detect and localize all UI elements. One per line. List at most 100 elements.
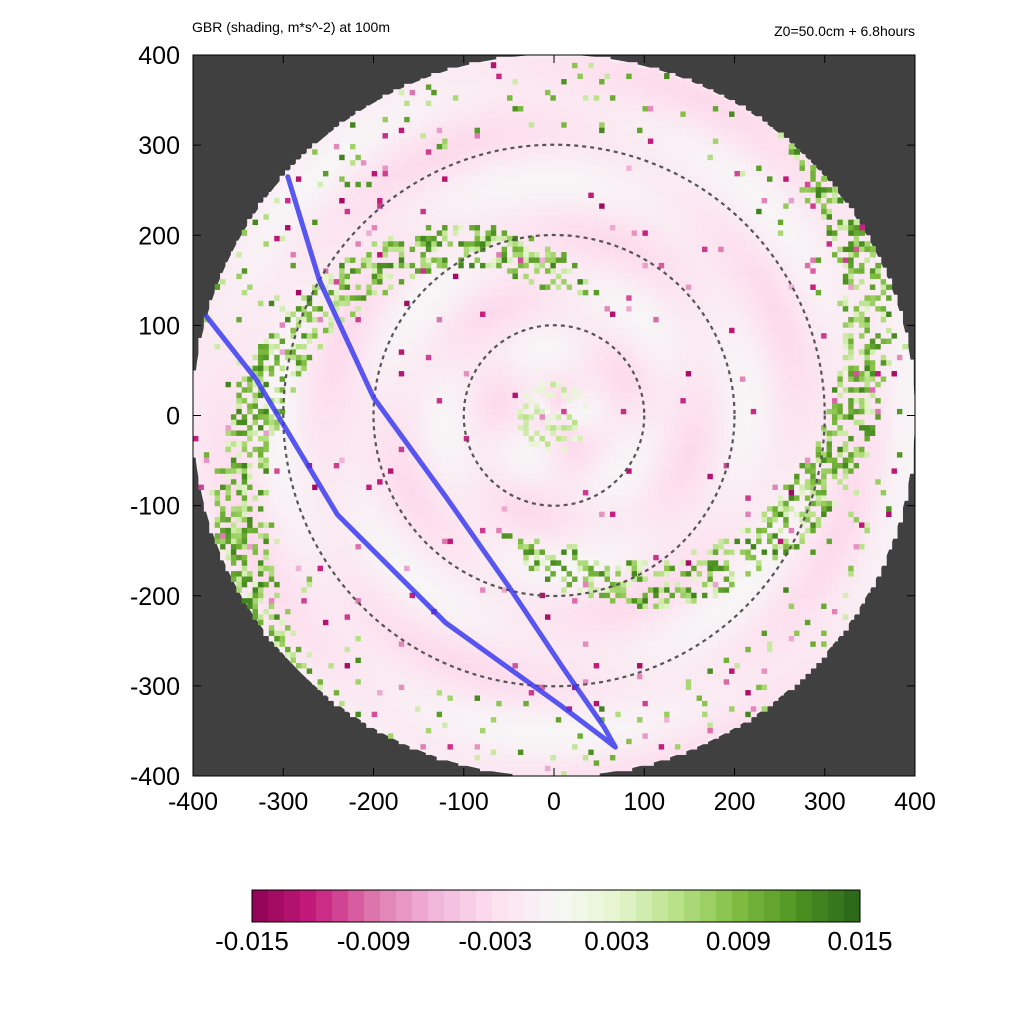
heatmap-cell (593, 640, 600, 647)
heatmap-cell (864, 554, 871, 561)
heatmap-cell (788, 527, 795, 534)
heatmap-cell (360, 565, 367, 572)
heatmap-cell (507, 516, 514, 523)
heatmap-cell (642, 646, 649, 653)
heatmap-cell (745, 624, 752, 631)
heatmap-cell (691, 711, 698, 718)
heatmap-cell (344, 581, 351, 588)
heatmap-cell (707, 678, 714, 685)
heatmap-cell (631, 754, 638, 761)
heatmap-cell (480, 597, 487, 604)
heatmap-cell (577, 667, 584, 674)
heatmap-cell (409, 721, 416, 728)
heatmap-cell (306, 608, 313, 615)
heatmap-cell (658, 516, 665, 523)
heatmap-cell (377, 613, 384, 620)
heatmap-cell (572, 608, 579, 615)
heatmap-cell (572, 721, 579, 728)
heatmap-cell (344, 527, 351, 534)
heatmap-cell (647, 721, 654, 728)
heatmap-cell (550, 494, 557, 501)
heatmap-cell (859, 575, 866, 582)
heatmap-cell (658, 689, 665, 696)
heatmap-cell (620, 559, 627, 566)
heatmap-cell (507, 494, 514, 501)
heatmap-cell (561, 738, 568, 745)
heatmap-cell (431, 548, 438, 555)
heatmap-cell (534, 613, 541, 620)
heatmap-cell (496, 581, 503, 588)
heatmap-cell (772, 657, 779, 664)
heatmap-cell (588, 516, 595, 523)
heatmap-cell (366, 505, 373, 512)
heatmap-cell (350, 505, 357, 512)
heatmap-cell (734, 500, 741, 507)
heatmap-cell (761, 532, 768, 539)
heatmap-cell (637, 651, 644, 658)
heatmap-cell (577, 738, 584, 745)
heatmap-cell (669, 727, 676, 734)
heatmap-cell (653, 711, 660, 718)
heatmap-cell (799, 570, 806, 577)
heatmap-cell (777, 619, 784, 626)
heatmap-cell (664, 678, 671, 685)
heatmap-cell (539, 597, 546, 604)
heatmap-cell (366, 651, 373, 658)
heatmap-cell (420, 581, 427, 588)
heatmap-cell (766, 511, 773, 518)
heatmap-cell (274, 624, 281, 631)
heatmap-cell (442, 592, 449, 599)
heatmap-cell (712, 554, 719, 561)
heatmap-cell (485, 548, 492, 555)
heatmap-cell (848, 543, 855, 550)
heatmap-cell (680, 581, 687, 588)
heatmap-cell (382, 635, 389, 642)
heatmap-cell (328, 565, 335, 572)
heatmap-cell (599, 673, 606, 680)
heatmap-cell (431, 565, 438, 572)
heatmap-cell (772, 516, 779, 523)
heatmap-cell (815, 597, 822, 604)
heatmap-cell (393, 716, 400, 723)
heatmap-cell (350, 705, 357, 712)
heatmap-cell (604, 721, 611, 728)
heatmap-cell (550, 673, 557, 680)
heatmap-cell (317, 511, 324, 518)
heatmap-cell (561, 570, 568, 577)
heatmap-cell (236, 516, 243, 523)
heatmap-cell (355, 500, 362, 507)
heatmap-cell (566, 538, 573, 545)
heatmap-cell (566, 743, 573, 750)
heatmap-cell (745, 689, 752, 696)
heatmap-cell (680, 500, 687, 507)
heatmap-cell (593, 559, 600, 566)
heatmap-cell (664, 521, 671, 528)
heatmap-cell (626, 630, 633, 637)
heatmap-cell (415, 657, 422, 664)
heatmap-cell (458, 511, 465, 518)
heatmap-cell (582, 711, 589, 718)
heatmap-cell (810, 597, 817, 604)
heatmap-cell (723, 505, 730, 512)
heatmap-cell (777, 684, 784, 691)
heatmap-cell (317, 505, 324, 512)
heatmap-cell (674, 538, 681, 545)
heatmap-cell (691, 662, 698, 669)
heatmap-cell (831, 548, 838, 555)
heatmap-cell (425, 705, 432, 712)
heatmap-cell (718, 667, 725, 674)
heatmap-cell (371, 516, 378, 523)
heatmap-cell (783, 597, 790, 604)
heatmap-cell (355, 640, 362, 647)
heatmap-cell (772, 575, 779, 582)
heatmap-cell (593, 657, 600, 664)
heatmap-cell (750, 532, 757, 539)
heatmap-cell (420, 570, 427, 577)
heatmap-cell (415, 565, 422, 572)
heatmap-cell (544, 738, 551, 745)
heatmap-cell (723, 684, 730, 691)
heatmap-cell (561, 635, 568, 642)
heatmap-cell (339, 494, 346, 501)
heatmap-cell (496, 732, 503, 739)
heatmap-cell (480, 711, 487, 718)
